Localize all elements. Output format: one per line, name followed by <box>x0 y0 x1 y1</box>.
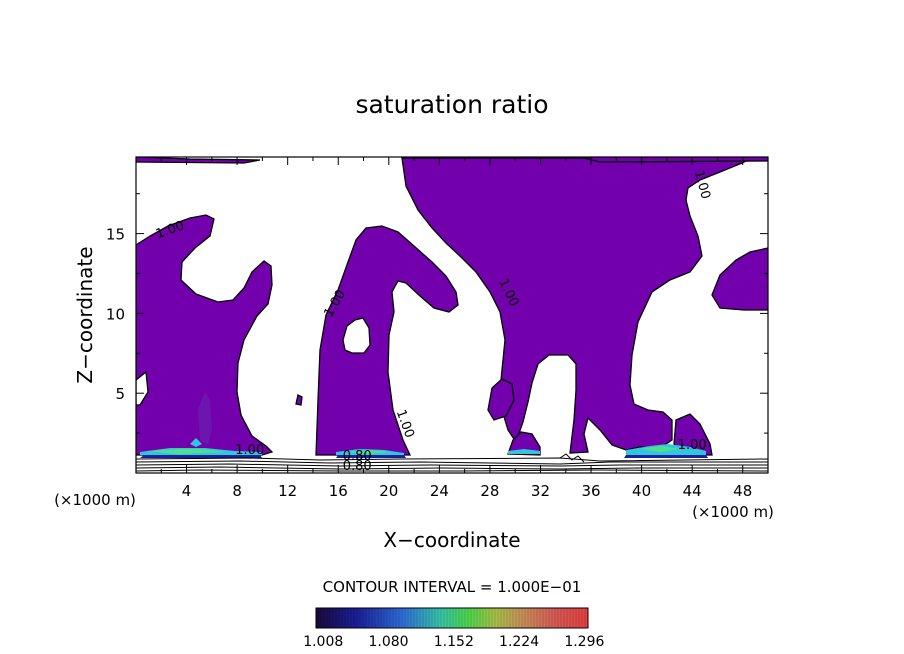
contour-interval-text: CONTOUR INTERVAL = 1.000E−01 <box>323 578 582 596</box>
region-top-strip <box>136 157 261 164</box>
colorbar-tick-label: 1.224 <box>499 634 539 650</box>
x-tick-label: 24 <box>430 482 449 500</box>
contour-label: 0.80 <box>343 449 372 464</box>
region-center-left <box>315 225 459 456</box>
x-axis-label: X−coordinate <box>383 528 520 552</box>
region-top-strip-right <box>579 157 768 163</box>
colorbar <box>315 607 589 629</box>
supersaturated-regions <box>136 157 768 456</box>
region-left-gap <box>136 370 149 406</box>
region-blob-300 <box>295 394 303 406</box>
x-axis-ticks: 4 8 12 16 20 24 28 32 36 40 44 48 <box>160 157 752 500</box>
plot-area <box>136 157 768 472</box>
surface-contour-lines <box>136 453 768 472</box>
y-tick-label: 10 <box>106 305 125 323</box>
x-tick-label: 32 <box>531 482 550 500</box>
colorbar-tick-label: 1.008 <box>303 634 343 650</box>
x-tick-label: 4 <box>182 482 192 500</box>
x-tick-label: 40 <box>632 482 651 500</box>
x-unit-right: (×1000 m) <box>692 503 774 521</box>
y-tick-label: 5 <box>115 385 125 403</box>
y-tick-label: 15 <box>106 226 125 244</box>
x-tick-label: 48 <box>733 482 752 500</box>
x-tick-label: 12 <box>278 482 297 500</box>
chart-title: saturation ratio <box>355 90 548 119</box>
x-tick-label: 20 <box>379 482 398 500</box>
colorbar-stripes <box>317 609 586 627</box>
y-axis-label: Z−coordinate <box>73 246 97 383</box>
colorbar-tick-label: 1.152 <box>434 634 474 650</box>
region-blob-500 <box>487 378 515 421</box>
contour-label: 1.00 <box>678 438 707 453</box>
plot-frame <box>135 156 769 474</box>
x-tick-label: 8 <box>232 482 242 500</box>
colorbar-tick-label: 1.080 <box>368 634 408 650</box>
y-axis-ticks: 5 10 15 <box>106 193 768 434</box>
contour-label: 1.00 <box>691 169 713 201</box>
colorbar-ticks: 1.008 1.080 1.152 1.224 1.296 <box>303 634 604 650</box>
contour-label: 0.80 <box>343 459 372 474</box>
x-unit-left: (×1000 m) <box>54 491 136 509</box>
colorbar-tick-label: 1.296 <box>564 634 604 650</box>
region-left <box>136 214 274 456</box>
surface-bands <box>140 392 708 458</box>
x-tick-label: 36 <box>581 482 600 500</box>
x-tick-label: 16 <box>329 482 348 500</box>
region-upper-right <box>401 157 753 454</box>
region-blob-520 <box>507 431 541 456</box>
x-tick-label: 44 <box>683 482 702 500</box>
region-center-left-hole <box>342 317 371 354</box>
region-right-edge <box>711 247 768 311</box>
contour-label: 1.00 <box>235 443 264 458</box>
x-tick-label: 28 <box>480 482 499 500</box>
